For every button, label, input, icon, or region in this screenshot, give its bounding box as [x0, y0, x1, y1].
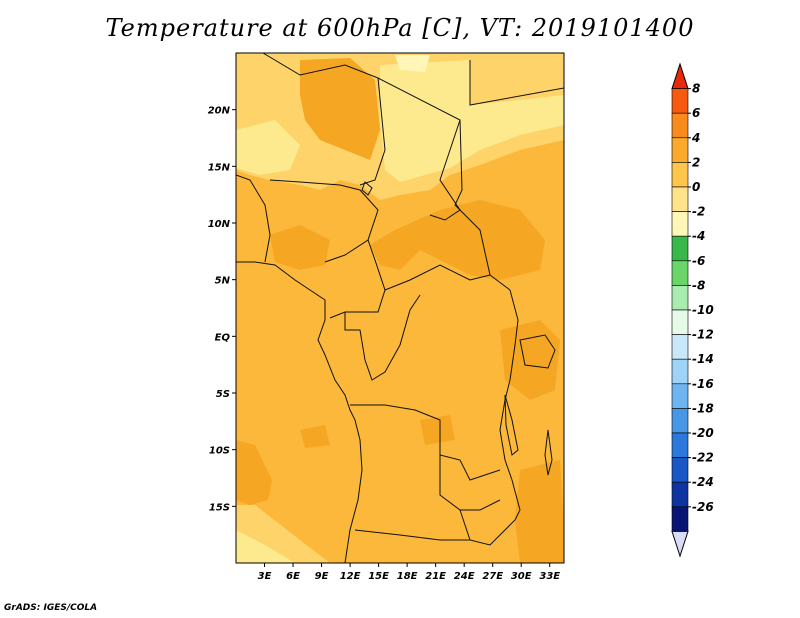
colorbar-swatch: [671, 432, 689, 458]
colorbar-swatch: [671, 235, 689, 262]
lon-tick-label: 21E: [425, 571, 446, 582]
colorbar-label: -24: [692, 475, 714, 489]
lat-tick-label: 10N: [208, 219, 231, 230]
field-above-4-east: [500, 320, 560, 400]
border-sahara-2: [377, 77, 461, 221]
colorbar-label: -8: [692, 278, 705, 292]
lon-tick-label: 18E: [397, 571, 418, 582]
field-above-4-central: [370, 200, 545, 280]
lat-tick-label: EQ: [215, 332, 231, 343]
lon-tick-label: 30E: [511, 571, 532, 582]
lon-tick-label: 24E: [454, 571, 475, 582]
colorbar-swatch: [671, 506, 689, 532]
field-minus2-to-0-southwest: [236, 530, 295, 563]
colorbar-label: 8: [692, 82, 700, 96]
border-zambia: [459, 509, 521, 546]
lon-tick-label: 33E: [539, 571, 560, 582]
lon-tick-label: 12E: [340, 571, 361, 582]
border-nigeria: [269, 179, 379, 263]
border-drc-south: [350, 404, 501, 481]
colorbar-swatch: [671, 383, 689, 409]
colorbar-label: -18: [692, 401, 714, 415]
border-west-sahel: [236, 174, 271, 263]
lon-tick-label: 6E: [286, 571, 300, 582]
lake-chad: [361, 181, 373, 196]
colorbar-swatch: [671, 88, 689, 114]
colorbar-label: 6: [692, 106, 700, 120]
colorbar-label: 0: [692, 180, 700, 194]
lat-tick-label: 15N: [208, 162, 231, 173]
longitude-axis: 3E 6E 9E 12E 15E 18E 21E 24E 27E 30E 33E: [258, 563, 560, 582]
colorbar-label: -16: [692, 377, 714, 391]
lon-tick-label: 3E: [258, 571, 272, 582]
colorbar-swatch: [671, 186, 689, 212]
lon-tick-label: 27E: [482, 571, 503, 582]
field-above-4-spot-1: [300, 425, 330, 448]
lat-tick-label: 5S: [216, 389, 230, 400]
colorbar-label: -20: [692, 426, 714, 440]
colorbar-swatch: [671, 211, 689, 237]
colorbar-swatch: [671, 309, 689, 335]
colorbar-swatch: [671, 285, 689, 311]
colorbar-label: 2: [692, 155, 700, 169]
lat-tick-label: 10S: [209, 446, 230, 457]
coastline-west-africa: [236, 261, 363, 563]
colorbar-swatch: [671, 162, 689, 188]
colorbar-swatch: [671, 408, 689, 434]
chart-title: Temperature at 600hPa [C], VT: 201910140…: [105, 14, 695, 42]
lat-tick-label: 5N: [215, 276, 231, 287]
colorbar-label: -2: [692, 205, 705, 219]
colorbar-bottom-arrow: [671, 530, 689, 558]
lake-tanganyika: [504, 394, 519, 456]
colorbar-swatch: [671, 457, 689, 483]
lon-tick-label: 15E: [368, 571, 389, 582]
colorbar-swatch: [671, 334, 689, 360]
lake-victoria: [519, 334, 556, 369]
temperature-field: [236, 53, 564, 563]
colorbar-label: -26: [692, 500, 714, 514]
colorbar-label: -12: [692, 328, 714, 342]
field-minus2-to-0-west: [236, 120, 300, 175]
border-cameroon: [329, 239, 386, 319]
lat-tick-label: 20N: [208, 106, 231, 117]
colorbar: 8 6 4 2 0 -2 -4 -6 -8 -10 -12 -14 -16 -18 -20 -22 -24 -26: [671, 62, 714, 558]
colorbar-label: -10: [692, 303, 714, 317]
colorbar-label: -4: [692, 229, 705, 243]
colorbar-swatch: [671, 358, 689, 385]
colorbar-label: -6: [692, 254, 705, 268]
border-south: [354, 529, 470, 541]
colorbar-label: 4: [691, 131, 700, 145]
latitude-axis: 20N 15N 10N 5N EQ 5S 10S 15S: [208, 106, 236, 513]
field-above-4-southwest: [236, 440, 272, 505]
lake-malawi: [544, 429, 553, 476]
colorbar-swatch: [671, 137, 689, 163]
field-minus4-to-minus2-north: [395, 55, 430, 72]
field-above-4-west: [270, 225, 330, 270]
map-frame: [235, 52, 565, 564]
field-above-4-north: [300, 58, 380, 160]
lat-tick-label: 15S: [209, 502, 230, 513]
field-above-4-spot-2: [420, 415, 455, 445]
field-above-4-southeast: [515, 460, 564, 563]
colorbar-label: -14: [692, 352, 714, 366]
colorbar-swatch: [671, 260, 689, 286]
colorbar-top-arrow: [671, 62, 689, 90]
colorbar-swatch: [671, 481, 689, 508]
border-chad: [454, 119, 511, 291]
grads-credit: GrADS: IGES/COLA: [4, 603, 98, 613]
field-minus2-to-0-north: [380, 60, 564, 182]
colorbar-swatch: [671, 112, 689, 139]
lon-tick-label: 9E: [315, 571, 329, 582]
boundaries: [236, 53, 564, 563]
border-car: [384, 264, 491, 291]
colorbar-label: -22: [692, 451, 714, 465]
border-congo-north: [344, 294, 421, 381]
border-north-east: [469, 60, 564, 106]
